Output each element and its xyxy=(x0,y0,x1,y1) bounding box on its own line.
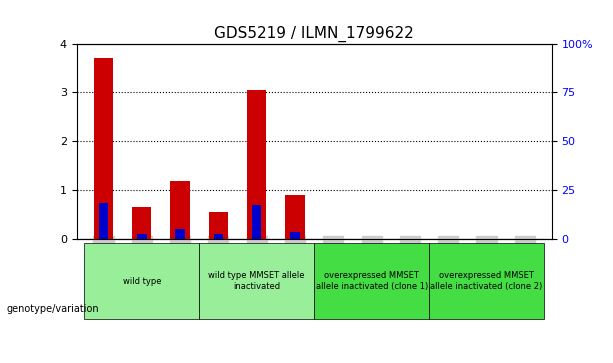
Bar xyxy=(247,90,266,239)
Bar xyxy=(286,195,305,239)
Bar xyxy=(170,180,189,239)
Text: overexpressed MMSET
allele inactivated (clone 2): overexpressed MMSET allele inactivated (… xyxy=(430,272,543,291)
FancyBboxPatch shape xyxy=(199,244,314,319)
Bar xyxy=(290,232,300,239)
FancyBboxPatch shape xyxy=(314,244,429,319)
Text: overexpressed MMSET
allele inactivated (clone 1): overexpressed MMSET allele inactivated (… xyxy=(316,272,428,291)
FancyBboxPatch shape xyxy=(85,244,199,319)
Bar xyxy=(213,234,223,239)
Bar xyxy=(252,205,262,239)
Text: wild type: wild type xyxy=(123,277,161,286)
FancyBboxPatch shape xyxy=(429,244,544,319)
Bar xyxy=(209,212,228,239)
Bar xyxy=(94,58,113,239)
Text: genotype/variation: genotype/variation xyxy=(6,303,99,314)
Bar xyxy=(137,234,147,239)
Text: wild type MMSET allele
inactivated: wild type MMSET allele inactivated xyxy=(208,272,305,291)
Bar xyxy=(132,207,151,239)
Title: GDS5219 / ILMN_1799622: GDS5219 / ILMN_1799622 xyxy=(215,26,414,42)
Bar xyxy=(99,203,109,239)
Bar xyxy=(175,229,185,239)
